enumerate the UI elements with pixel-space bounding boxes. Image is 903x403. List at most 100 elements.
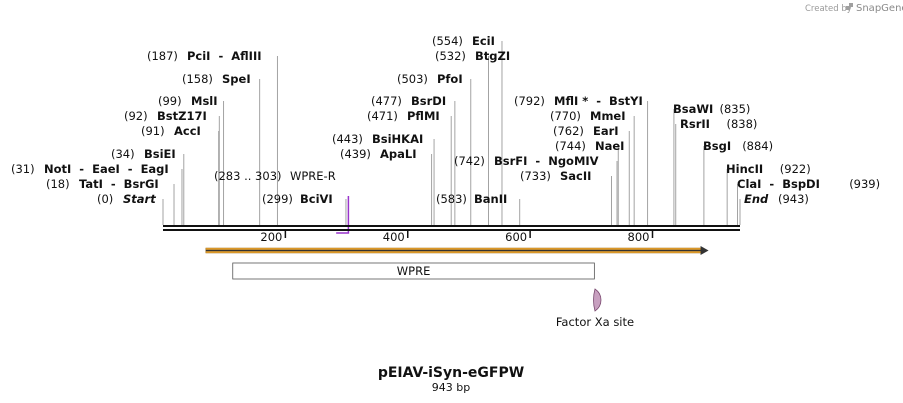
restriction-site[interactable]: (742) BsrFI - NgoMIV	[454, 154, 599, 168]
restriction-site[interactable]: (770) MmeI	[550, 109, 626, 123]
site-position-label: (443)	[332, 132, 363, 146]
site-enzyme-label: EarI	[593, 124, 619, 138]
site-position-label: (91)	[141, 124, 165, 138]
site-position-label: (34)	[111, 147, 135, 161]
primer-arrow-icon	[336, 196, 350, 234]
restriction-site[interactable]: (91) AccI	[141, 124, 201, 138]
ruler-tick-label: 400	[383, 230, 405, 244]
site-position-label: (439)	[340, 147, 371, 161]
site-position-label: (0)	[97, 192, 113, 206]
site-position-label: (187)	[147, 49, 178, 63]
plasmid-name: pEIAV-iSyn-eGFPW	[378, 365, 524, 381]
site-position-label: (943)	[778, 192, 809, 206]
site-enzyme-label: MflI * - BstYI	[554, 94, 643, 108]
factor-xa-site[interactable]: Factor Xa site	[556, 288, 634, 329]
restriction-site[interactable]: (792) MflI * - BstYI	[514, 94, 643, 108]
site-enzyme-label: NaeI	[595, 139, 624, 153]
restriction-site[interactable]: (922) HincII	[726, 162, 811, 176]
site-enzyme-label: Start	[123, 192, 156, 206]
site-position-label: (99)	[158, 94, 182, 108]
restriction-site[interactable]: (939) ClaI - BspDI	[737, 177, 880, 191]
site-position-label: (922)	[780, 162, 811, 176]
restriction-site[interactable]: (18) TatI - BsrGI	[46, 177, 159, 191]
restriction-site[interactable]: (34) BsiEI	[111, 147, 176, 161]
site-enzyme-label: ApaLI	[380, 147, 417, 161]
restriction-site[interactable]: (443) BsiHKAI	[332, 132, 423, 146]
site-enzyme-label: MslI	[191, 94, 218, 108]
site-enzyme-label: MmeI	[590, 109, 626, 123]
site-enzyme-label: PflMI	[407, 109, 440, 123]
ruler-tick-label: 200	[260, 230, 282, 244]
primer-name-label: WPRE-R	[290, 169, 336, 183]
restriction-site[interactable]: (0) Start	[97, 192, 156, 206]
site-enzyme-label: BsrDI	[411, 94, 446, 108]
site-enzyme-label: EciI	[472, 34, 495, 48]
restriction-site[interactable]: (733) SacII	[520, 169, 591, 183]
restriction-site[interactable]: (299) BciVI	[262, 192, 333, 206]
restriction-site[interactable]: (583) BanII	[436, 192, 507, 206]
snapgene-logo-icon	[846, 3, 853, 10]
restriction-site[interactable]: (532) BtgZI	[435, 49, 510, 63]
site-enzyme-label: PfoI	[437, 72, 463, 86]
restriction-site[interactable]: (477) BsrDI	[371, 94, 446, 108]
restriction-site[interactable]: (744) NaeI	[555, 139, 624, 153]
site-enzyme-label: HincII	[726, 162, 763, 176]
created-by-text: Created by	[805, 4, 852, 14]
site-position-label: (884)	[742, 139, 773, 153]
site-enzyme-label: BciVI	[300, 192, 333, 206]
restriction-site[interactable]: (762) EarI	[553, 124, 619, 138]
site-position-label: (18)	[46, 177, 70, 191]
site-enzyme-label: BsrFI - NgoMIV	[494, 154, 599, 168]
site-enzyme-label: SacII	[560, 169, 591, 183]
site-enzyme-label: BsaWI	[673, 102, 713, 116]
site-position-label: (733)	[520, 169, 551, 183]
site-enzyme-label: BanII	[474, 192, 507, 206]
site-position-label: (532)	[435, 49, 466, 63]
restriction-site[interactable]: (835) BsaWI	[673, 102, 750, 116]
restriction-site[interactable]: (884) BsgI	[703, 139, 773, 153]
site-position-label: (835)	[720, 102, 751, 116]
site-position-label: (792)	[514, 94, 545, 108]
site-enzyme-label: BsiEI	[144, 147, 176, 161]
site-enzyme-label: RsrII	[680, 117, 710, 131]
site-position-label: (583)	[436, 192, 467, 206]
restriction-site[interactable]: (471) PflMI	[367, 109, 440, 123]
restriction-site[interactable]: (187) PciI - AflIII	[147, 49, 262, 63]
restriction-site[interactable]: (554) EciI	[432, 34, 495, 48]
site-position-label: (742)	[454, 154, 485, 168]
restriction-site[interactable]: (99) MslI	[158, 94, 218, 108]
restriction-site[interactable]: (92) BstZ17I	[124, 109, 207, 123]
restriction-site[interactable]: (31) NotI - EaeI - EagI	[11, 162, 169, 176]
site-position-label: (477)	[371, 94, 402, 108]
restriction-site[interactable]: (158) SpeI	[182, 72, 251, 86]
site-enzyme-label: NotI - EaeI - EagI	[44, 162, 169, 176]
site-enzyme-label: SpeI	[222, 72, 251, 86]
restriction-site[interactable]: (439) ApaLI	[340, 147, 417, 161]
ruler-tick-label: 800	[628, 230, 650, 244]
site-position-label: (503)	[397, 72, 428, 86]
ruler: 200 400 600 800	[260, 230, 654, 244]
orf-arrow[interactable]	[205, 246, 709, 255]
site-position-label: (554)	[432, 34, 463, 48]
site-position-label: (471)	[367, 109, 398, 123]
restriction-site[interactable]: (943) End	[744, 192, 809, 206]
factor-xa-site-icon	[593, 288, 602, 312]
ruler-tick-label: 600	[505, 230, 527, 244]
site-position-label: (838)	[727, 117, 758, 131]
orf-arrowhead-icon	[700, 246, 709, 255]
primer-wpre-r[interactable]: (283 .. 303) WPRE-R	[214, 169, 350, 234]
site-enzyme-label: ClaI - BspDI	[737, 177, 820, 191]
wpre-feature-label: WPRE	[397, 264, 431, 278]
snapgene-brand-text: SnapGene	[856, 3, 903, 14]
factor-xa-site-label: Factor Xa site	[556, 315, 634, 329]
site-position-label: (762)	[553, 124, 584, 138]
site-position-label: (744)	[555, 139, 586, 153]
restriction-site[interactable]: (838) RsrII	[680, 117, 757, 131]
restriction-site[interactable]: (503) PfoI	[397, 72, 463, 86]
site-enzyme-label: PciI - AflIII	[187, 49, 262, 63]
site-labels: (0) Start (18) TatI - BsrGI (31) NotI - EaeI …	[11, 34, 880, 206]
feature-wpre[interactable]: WPRE	[232, 262, 595, 280]
site-position-label: (31)	[11, 162, 35, 176]
site-enzyme-label: End	[744, 192, 769, 206]
site-enzyme-label: BtgZI	[475, 49, 510, 63]
